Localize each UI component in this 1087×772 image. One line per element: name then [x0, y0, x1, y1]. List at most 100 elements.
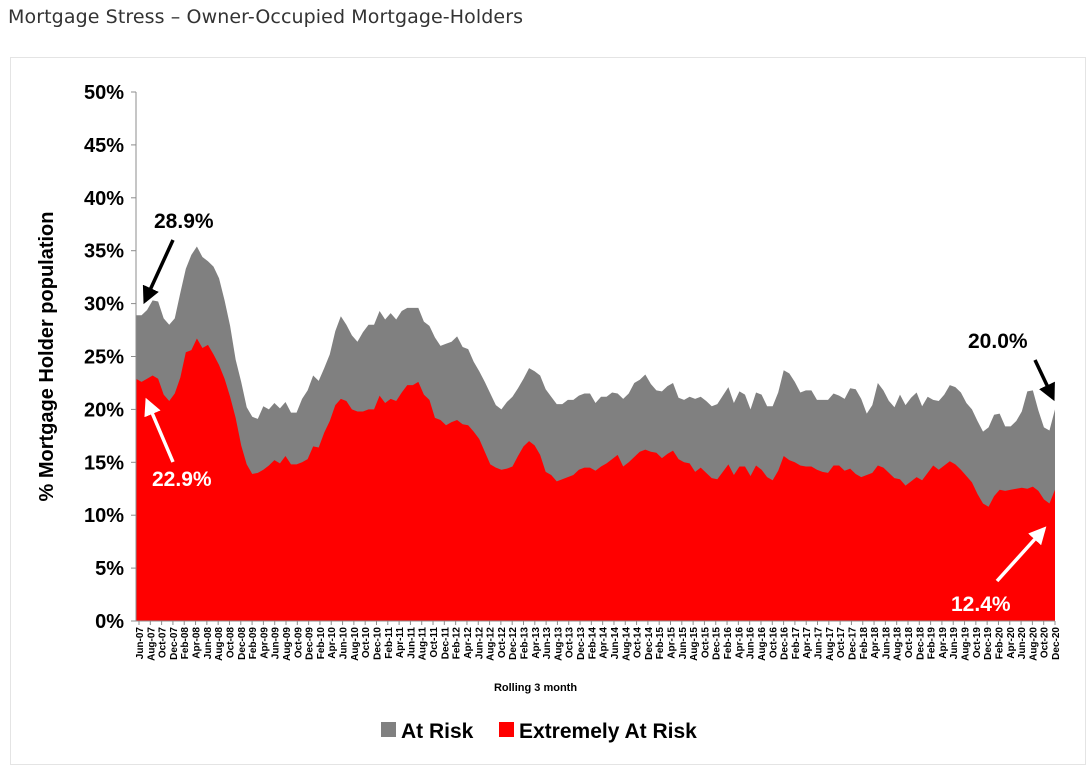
legend-label: At Risk: [401, 720, 474, 743]
x-tick-label: Dec-13: [576, 627, 587, 660]
x-tick-label: Dec-15: [712, 627, 723, 660]
x-tick-label: Apr-08: [192, 627, 203, 659]
x-tick-label: Dec-08: [237, 627, 248, 660]
x-axis-title: Rolling 3 month: [494, 682, 577, 694]
x-tick-label: Jun-15: [678, 627, 689, 660]
x-tick-label: Jun-08: [203, 627, 214, 660]
x-tick-label: Jun-11: [406, 627, 417, 659]
x-tick-label: Oct-19: [972, 627, 983, 659]
x-tick-label: Apr-11: [395, 627, 406, 659]
annotation-arrow: [995, 526, 1047, 583]
x-tick-label: Feb-14: [587, 627, 598, 660]
x-tick-label: Jun-18: [881, 627, 892, 660]
x-tick-label: Aug-15: [689, 627, 700, 661]
x-tick-label: Aug-13: [553, 627, 564, 661]
x-tick-label: Jun-20: [1017, 627, 1028, 660]
y-tick-label: 15%: [84, 452, 124, 474]
annotation-arrow: [1033, 359, 1055, 402]
x-tick-label: Jun-19: [949, 627, 960, 660]
x-tick-label: Apr-13: [531, 627, 542, 659]
x-tick-label: Apr-19: [938, 627, 949, 659]
y-tick-label: 30%: [84, 294, 124, 316]
x-tick-label: Oct-17: [836, 627, 847, 659]
x-tick-label: Jun-17: [814, 627, 825, 660]
annotation-label: 12.4%: [951, 593, 1011, 616]
x-tick-label: Aug-14: [621, 627, 632, 661]
x-tick-label: Apr-12: [463, 627, 474, 659]
x-tick-label: Aug-07: [146, 627, 157, 661]
x-tick-label: Feb-15: [655, 627, 666, 660]
x-tick-label: Oct-09: [293, 627, 304, 659]
x-tick-label: Feb-13: [519, 627, 530, 660]
y-tick-label: 5%: [95, 558, 124, 580]
x-tick-label: Aug-20: [1028, 627, 1039, 661]
page-title: Mortgage Stress – Owner-Occupied Mortgag…: [8, 6, 524, 28]
x-tick-label: Dec-17: [847, 627, 858, 660]
x-tick-label: Aug-12: [486, 627, 497, 661]
y-tick-label: 40%: [84, 188, 124, 210]
y-tick-label: 50%: [84, 82, 124, 104]
legend-label: Extremely At Risk: [519, 720, 697, 743]
x-tick-label: Feb-10: [316, 627, 327, 660]
x-tick-label: Apr-10: [327, 627, 338, 659]
x-tick-label: Jun-07: [135, 627, 146, 660]
x-tick-label: Aug-17: [825, 627, 836, 661]
x-tick-label: Dec-14: [644, 627, 655, 660]
x-tick-label: Apr-15: [667, 627, 678, 659]
x-tick-label: Oct-07: [158, 627, 169, 659]
annotation-label: 28.9%: [154, 210, 214, 233]
x-tick-label: Oct-18: [904, 627, 915, 659]
x-tick-label: Oct-11: [429, 627, 440, 658]
x-tick-label: Oct-14: [633, 627, 644, 659]
x-tick-label: Oct-20: [1040, 627, 1051, 659]
x-tick-label: Dec-07: [169, 627, 180, 660]
x-tick-label: Dec-12: [508, 627, 519, 660]
x-tick-label: Aug-08: [214, 627, 225, 661]
x-tick-label: Oct-08: [225, 627, 236, 659]
x-tick-label: Feb-11: [384, 627, 395, 659]
y-tick-label: 45%: [84, 135, 124, 157]
x-tick-label: Feb-08: [180, 627, 191, 660]
annotation-arrow: [144, 397, 175, 463]
x-tick-label: Oct-10: [361, 627, 372, 659]
chart-frame: 0% 5% 10% 15% 20% 25% 30% 35% 40% 45% 50% % Mortgag…: [10, 57, 1086, 765]
x-tick-label: Feb-12: [452, 627, 463, 660]
area-chart: 0% 5% 10% 15% 20% 25% 30% 35% 40% 45% 50% % Mortgag…: [36, 82, 1062, 743]
x-tick-label: Dec-20: [1051, 627, 1062, 660]
x-tick-label: Feb-19: [927, 627, 938, 660]
x-tick-label: Dec-16: [780, 627, 791, 660]
y-tick-label: 20%: [84, 399, 124, 421]
y-axis-title: % Mortgage Holder population: [36, 212, 58, 502]
x-tick-label: Jun-10: [339, 627, 350, 660]
x-tick-label: Apr-16: [734, 627, 745, 659]
x-tick-label: Jun-16: [746, 627, 757, 660]
x-tick-label: Feb-16: [723, 627, 734, 660]
x-tick-label: Aug-16: [757, 627, 768, 661]
annotation-arrow: [142, 239, 175, 305]
x-tick-label: Oct-16: [768, 627, 779, 659]
x-tick-label: Jun-12: [474, 627, 485, 660]
annotation-label: 22.9%: [152, 468, 212, 491]
x-tick-label: Apr-18: [870, 627, 881, 659]
x-tick-label: Jun-09: [271, 627, 282, 660]
x-tick-label: Aug-09: [282, 627, 293, 661]
legend-swatch: [381, 722, 396, 737]
x-tick-label: Oct-12: [497, 627, 508, 659]
annotation-label: 20.0%: [968, 330, 1028, 353]
x-tick-label: Feb-17: [791, 627, 802, 660]
x-tick-label: Jun-14: [610, 627, 621, 660]
x-tick-label: Dec-19: [983, 627, 994, 660]
y-tick-label: 0%: [95, 611, 124, 633]
legend-swatch: [499, 722, 514, 737]
x-tick-label: Aug-18: [893, 627, 904, 661]
area-extremely-at-risk: [136, 338, 1055, 621]
x-tick-label: Jun-13: [542, 627, 553, 660]
x-tick-label: Aug-19: [961, 627, 972, 661]
x-tick-label: Apr-17: [802, 627, 813, 659]
x-tick-label: Dec-10: [372, 627, 383, 660]
x-tick-label: Apr-09: [259, 627, 270, 659]
x-tick-label: Feb-09: [248, 627, 259, 660]
x-tick-label: Oct-15: [700, 627, 711, 659]
x-tick-label: Feb-18: [859, 627, 870, 660]
x-tick-label: Aug-11: [418, 627, 429, 661]
